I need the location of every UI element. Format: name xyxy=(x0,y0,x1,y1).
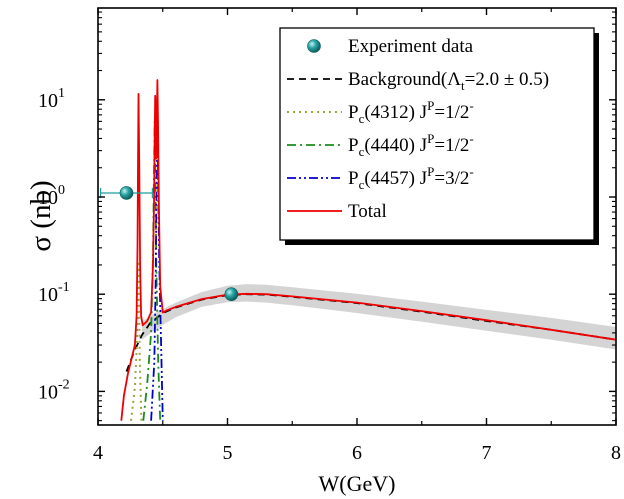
data-point xyxy=(119,186,134,200)
y-tick-label: 10-1 xyxy=(38,280,70,306)
legend-label: Pc(4440) JP=1/2- xyxy=(348,131,474,159)
legend: Experiment data Background(Λt=2.0 ± 0.5) P… xyxy=(279,27,599,245)
x-tick-label: 5 xyxy=(223,442,233,464)
legend-label: Experiment data xyxy=(348,36,474,57)
y-axis-title: σ (nb) xyxy=(25,180,57,251)
data-point xyxy=(224,287,239,302)
legend-label: Background(Λt=2.0 ± 0.5) xyxy=(348,69,549,93)
legend-box xyxy=(279,27,595,241)
legend-label: Pc(4457) JP=3/2- xyxy=(348,164,474,192)
x-tick-label: 8 xyxy=(611,442,621,464)
legend-label: Pc(4312) JP=1/2- xyxy=(348,98,474,126)
series-line-pc4457 xyxy=(150,114,164,421)
y-tick-label: 10-2 xyxy=(38,377,70,403)
x-tick-label: 4 xyxy=(93,442,103,464)
y-tick-label: 100 xyxy=(38,183,65,209)
x-axis-title: W(GeV) xyxy=(319,471,396,496)
data-points xyxy=(99,186,239,302)
series-line-total xyxy=(120,79,616,421)
uncertainty-band xyxy=(142,284,616,350)
axis-ticks: 4 5 6 7 8 10-2 10-1 100 101 xyxy=(38,8,621,464)
legend-marker xyxy=(307,39,321,53)
x-tick-label: 6 xyxy=(352,442,362,464)
x-tick-label: 7 xyxy=(482,442,492,464)
legend-label: Total xyxy=(348,201,387,222)
y-tick-label: 101 xyxy=(38,86,65,112)
